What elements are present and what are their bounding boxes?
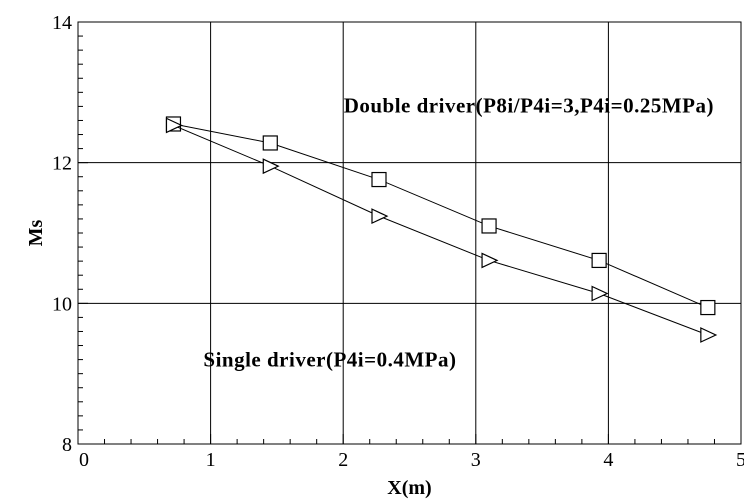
triangle-marker xyxy=(700,327,718,343)
square-marker xyxy=(481,218,497,234)
x-tick-label: 5 xyxy=(736,449,744,471)
triangle-marker xyxy=(165,117,183,134)
series-square xyxy=(165,116,716,316)
plot-frame xyxy=(77,21,742,445)
series-layer xyxy=(165,116,718,343)
x-tick-label: 2 xyxy=(338,449,348,471)
x-tick-labels: 0 1 2 3 4 5 xyxy=(79,449,744,471)
x-axis-title: X(m) xyxy=(387,477,431,499)
y-tick-label: 8 xyxy=(62,434,72,456)
square-marker xyxy=(591,252,607,269)
y-tick-label: 14 xyxy=(52,12,72,34)
x-tick-label: 3 xyxy=(471,449,481,471)
y-axis-title: Ms xyxy=(25,219,47,246)
series-line xyxy=(173,123,709,309)
triangle-marker xyxy=(481,252,499,269)
annotation-single-driver: Single driver(P4i=0.4MPa) xyxy=(203,348,456,372)
square-marker xyxy=(700,299,716,316)
triangle-marker xyxy=(262,158,280,175)
square-marker xyxy=(371,171,387,188)
annotation-double-driver: Double driver(P8i/P4i=3,P4i=0.25MPa) xyxy=(344,94,714,118)
y-tick-label: 10 xyxy=(52,293,72,315)
x-tick-label: 0 xyxy=(79,449,89,471)
y-tick-label: 12 xyxy=(52,153,72,175)
minor-ticks xyxy=(77,21,742,445)
x-tick-label: 4 xyxy=(603,449,613,471)
triangle-marker xyxy=(591,285,609,302)
x-tick-label: 1 xyxy=(206,449,216,471)
square-marker xyxy=(262,135,278,151)
triangle-marker xyxy=(371,208,389,225)
series-line xyxy=(173,124,709,336)
grid-lines xyxy=(78,22,741,444)
series-triangle-right xyxy=(165,117,718,343)
y-tick-labels: 8 10 12 14 xyxy=(52,12,72,456)
